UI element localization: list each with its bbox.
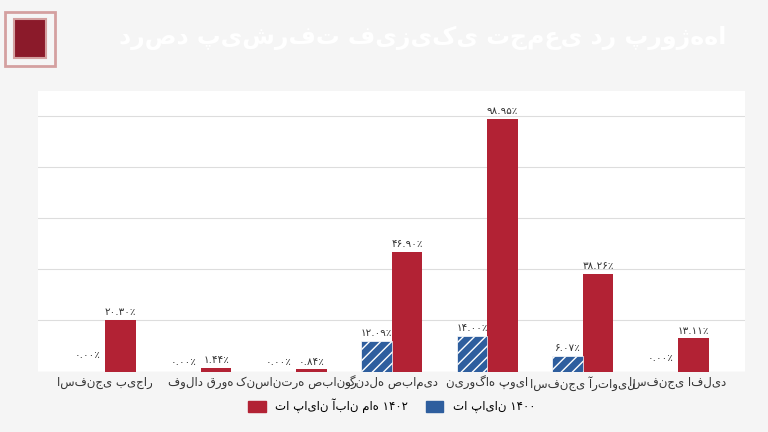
Bar [457,336,487,372]
Text: ۱.۴۴٪: ۱.۴۴٪ [203,355,229,365]
Bar [583,274,613,372]
Bar [552,356,583,372]
Text: ۰.۰۰٪: ۰.۰۰٪ [170,357,197,367]
Bar [200,368,231,372]
Text: ۱۴.۰۰٪: ۱۴.۰۰٪ [456,323,488,333]
Text: ۰.۸۴٪: ۰.۸۴٪ [299,357,324,367]
Text: ۶.۰۷٪: ۶.۰۷٪ [554,343,581,353]
Text: ۰.۰۰٪: ۰.۰۰٪ [266,357,292,367]
Legend: تا پایان آبان ماه ۱۴۰۲, تا پایان ۱۴۰۰: تا پایان آبان ماه ۱۴۰۲, تا پایان ۱۴۰۰ [243,394,540,418]
FancyBboxPatch shape [14,19,46,58]
Bar [361,341,392,372]
Bar [105,320,136,372]
Bar [487,119,518,372]
Text: ۱۲.۰۹٪: ۱۲.۰۹٪ [361,328,392,338]
Bar [296,369,326,372]
Text: ۳۸.۲۶٪: ۳۸.۲۶٪ [582,261,614,271]
Text: ۱۳.۱۱٪: ۱۳.۱۱٪ [677,325,709,336]
Text: ۲۰.۳۰٪: ۲۰.۳۰٪ [104,307,136,317]
Text: ۰.۰۰٪: ۰.۰۰٪ [75,350,101,360]
Bar [678,338,709,372]
Text: ۹۸.۹۵٪: ۹۸.۹۵٪ [487,106,518,116]
Bar [392,252,422,372]
Text: ۰.۰۰٪: ۰.۰۰٪ [648,353,674,363]
Text: ۴۶.۹۰٪: ۴۶.۹۰٪ [391,239,422,249]
Text: درصد پیشرفت فیزیکی تجمعی در پروژه‌ها: درصد پیشرفت فیزیکی تجمعی در پروژه‌ها [119,25,726,50]
